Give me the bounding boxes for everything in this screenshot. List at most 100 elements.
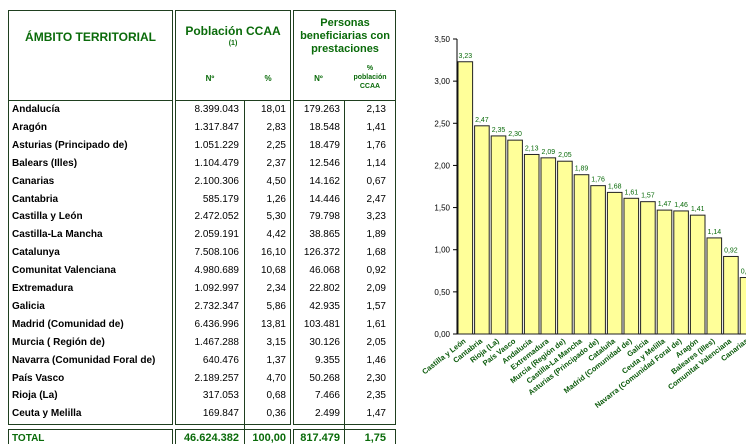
beneficiarios: 46.068 (309, 265, 340, 277)
beneficiarios-pct: 2,30 (366, 372, 386, 384)
poblacion: 2.472.052 (194, 211, 240, 223)
beneficiarios-pct: 1,76 (366, 139, 386, 151)
poblacion: 585.179 (202, 193, 239, 205)
beneficiarios: 14.162 (309, 175, 340, 187)
bar (739, 277, 746, 335)
value-label: 1,41 (691, 206, 705, 213)
beneficiarios: 126.372 (303, 247, 340, 259)
beneficiarios-pct: 2,13 (366, 104, 386, 115)
header-note: (1) (228, 40, 238, 47)
region: Aragón (12, 121, 47, 133)
value-label: 2,09 (541, 149, 555, 156)
poblacion: 1.092.997 (194, 283, 240, 294)
bar (640, 201, 656, 335)
value-label: 1,61 (624, 189, 638, 196)
region: Asturias (Principado de) (12, 139, 128, 151)
poblacion: 2.189.257 (194, 372, 240, 384)
poblacion-pct: 100,00 (252, 432, 286, 444)
region: Murcia ( Región de) (12, 336, 105, 348)
poblacion: 8.399.043 (194, 104, 240, 115)
value-label: 1,47 (658, 201, 672, 208)
y-tick-label: 2,50 (434, 119, 450, 128)
poblacion: 1.317.847 (194, 121, 240, 133)
value-label: 3,23 (458, 53, 472, 60)
beneficiarios: 30.126 (309, 336, 340, 348)
region: Andalucía (12, 104, 60, 115)
beneficiarios: 18.479 (309, 139, 340, 151)
beneficiarios-pct: 1,46 (366, 354, 386, 366)
poblacion-pct: 4,70 (266, 372, 286, 384)
y-tick-label: 3,50 (434, 35, 450, 44)
value-label: 0,92 (724, 247, 738, 254)
poblacion-pct: 0,36 (266, 408, 286, 420)
column-divider (244, 100, 245, 444)
bar (706, 237, 723, 335)
beneficiarios: 79.798 (309, 211, 340, 223)
poblacion: 7.508.106 (194, 247, 240, 259)
total-box (175, 429, 291, 444)
poblacion: 640.476 (202, 354, 239, 366)
poblacion-pct: 0,68 (266, 390, 286, 402)
bar (457, 61, 474, 335)
y-tick-label: 0,50 (434, 288, 450, 297)
beneficiarios-pct: 0,67 (366, 175, 386, 187)
bar (474, 125, 490, 335)
beneficiarios-pct: 1,61 (366, 318, 386, 330)
y-tick-label: 2,00 (434, 161, 450, 170)
region: Castilla-La Mancha (12, 229, 103, 241)
bar (557, 160, 573, 335)
beneficiarios-pct: 1,57 (366, 300, 386, 312)
header-n: Nº (314, 74, 323, 83)
beneficiarios-pct: 2,09 (366, 283, 386, 294)
bar (507, 139, 523, 335)
poblacion-pct: 5,30 (266, 211, 286, 223)
y-tick-label: 3,00 (434, 77, 450, 86)
beneficiarios: 14.446 (309, 193, 340, 205)
region: Castilla y León (12, 211, 83, 223)
value-label: 2,35 (492, 127, 506, 134)
poblacion: 4.980.689 (194, 265, 240, 277)
region: Comunitat Valenciana (12, 265, 116, 277)
beneficiarios: 22.802 (309, 283, 340, 294)
bar (523, 153, 540, 335)
beneficiarios-pct: 3,23 (366, 211, 386, 223)
value-label: 1,76 (591, 177, 605, 184)
poblacion: 6.436.996 (194, 318, 240, 330)
body-box (175, 100, 291, 425)
bar (540, 157, 557, 335)
beneficiarios: 18.548 (309, 121, 340, 133)
poblacion: 2.732.347 (194, 300, 240, 312)
region: Balears (Illes) (12, 157, 78, 169)
poblacion-pct: 1,37 (266, 354, 286, 366)
beneficiarios: 50.268 (309, 372, 340, 384)
poblacion-pct: 18,01 (260, 104, 286, 115)
poblacion-pct: 16,10 (260, 247, 286, 259)
beneficiarios-pct: 2,05 (366, 336, 386, 348)
bar (723, 255, 739, 335)
header-personas: Personas beneficiarias con prestaciones (300, 17, 390, 55)
y-tick-label: 0,00 (434, 330, 450, 339)
value-label: 1,89 (575, 166, 589, 173)
value-label: 2,05 (558, 152, 572, 159)
bar (590, 185, 606, 335)
beneficiarios-pct: 1,47 (366, 408, 386, 420)
total-box (8, 429, 173, 444)
bar (573, 174, 590, 335)
header-pct: % (264, 74, 272, 83)
region: País Vasco (12, 372, 65, 384)
region: Navarra (Comunidad Foral de) (12, 354, 156, 366)
beneficiarios: 179.263 (303, 104, 340, 115)
poblacion-pct: 10,68 (260, 265, 286, 277)
beneficiarios: 103.481 (303, 318, 340, 330)
beneficiarios-pct: 1,41 (366, 121, 386, 133)
region: Catalunya (12, 247, 60, 259)
beneficiarios: 9.355 (314, 354, 340, 366)
poblacion-pct: 5,86 (266, 300, 286, 312)
beneficiarios-pct: 0,92 (366, 265, 386, 277)
beneficiarios-pct: 1,14 (366, 157, 386, 169)
header-box (8, 10, 173, 101)
bar (689, 214, 706, 335)
poblacion: 1.051.229 (194, 139, 240, 151)
chart: 0,000,501,001,502,002,503,003,503,23Cast… (420, 35, 746, 410)
